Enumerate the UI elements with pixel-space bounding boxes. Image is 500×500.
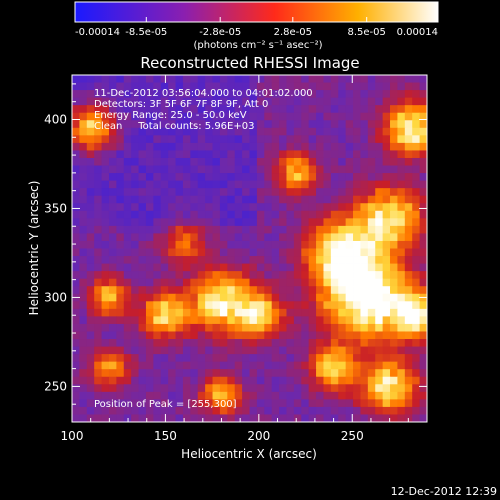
heatmap [72, 75, 427, 422]
x-tick-label: 150 [154, 429, 177, 443]
x-tick-label: 100 [61, 429, 84, 443]
annotation-peak-position: Position of Peak = [255,300] [94, 399, 237, 410]
colorbar-tick-label: -2.8e-05 [199, 27, 241, 38]
x-axis-ticks: 100 150 200 250 [61, 75, 409, 443]
colorbar-tick-label: -0.00014 [75, 27, 120, 38]
y-tick-label: 250 [44, 379, 67, 393]
chart-title: Reconstructed RHESSI Image [140, 54, 359, 72]
y-axis-ticks: 250 300 350 400 [44, 83, 427, 405]
x-axis-label: Heliocentric X (arcsec) [181, 447, 317, 461]
colorbar-tick-label: 8.5e-05 [348, 27, 386, 38]
colorbar-gradient [74, 1, 439, 23]
colorbar-ticks: -0.00014 -8.5e-05 -2.8e-05 2.8e-05 8.5e-05 0.… [74, 17, 439, 38]
y-tick-label: 400 [44, 112, 67, 126]
annotation-time-range: 11-Dec-2012 03:56:04.000 to 04:01:02.000 [94, 88, 313, 99]
annotations: 11-Dec-2012 03:56:04.000 to 04:01:02.000… [94, 88, 313, 410]
y-axis-label: Heliocentric Y (arcsec) [27, 181, 41, 316]
colorbar-tick-label: 2.8e-05 [274, 27, 312, 38]
y-tick-label: 350 [44, 201, 67, 215]
colorbar-unit-label: (photons cm⁻² s⁻¹ asec⁻²) [193, 40, 322, 51]
annotation-clean-counts: Clean Total counts: 5.96E+03 [94, 121, 254, 132]
y-tick-label: 300 [44, 290, 67, 304]
x-tick-label: 200 [247, 429, 270, 443]
footer-timestamp: 12-Dec-2012 12:39 [391, 485, 497, 498]
annotation-energy-range: Energy Range: 25.0 - 50.0 keV [94, 110, 247, 121]
plot-frame [71, 74, 428, 423]
annotation-detectors: Detectors: 3F 5F 6F 7F 8F 9F, Att 0 [94, 99, 268, 110]
x-tick-label: 250 [341, 429, 364, 443]
colorbar: -0.00014 -8.5e-05 -2.8e-05 2.8e-05 8.5e-05 0.… [74, 1, 439, 51]
colorbar-tick-label: 0.00014 [397, 27, 438, 38]
colorbar-tick-label: -8.5e-05 [125, 27, 167, 38]
